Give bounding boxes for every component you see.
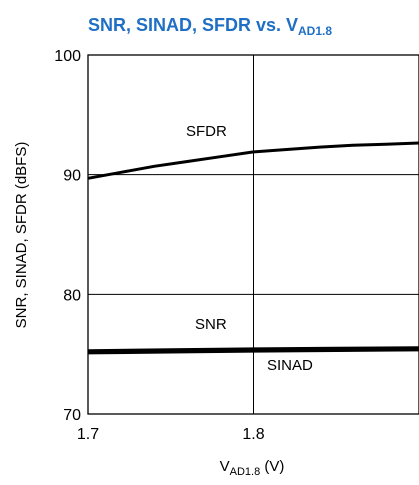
series-label-snr: SNR — [195, 316, 227, 333]
x-tick-labels: 1.7 1.8 — [77, 426, 265, 443]
grid-lines — [88, 55, 419, 414]
x-axis-label: VAD1.8 (V) — [220, 458, 285, 478]
x-axis-label-subscript: AD1.8 — [230, 466, 261, 478]
x-tick-label: 1.7 — [77, 426, 99, 443]
x-axis-label-main: V — [220, 458, 230, 475]
series-line-sfdr — [87, 141, 419, 180]
y-axis-label: SNR, SINAD, SFDR (dBFS) — [13, 142, 30, 329]
series-label-sinad: SINAD — [267, 357, 313, 374]
y-tick-label: 90 — [63, 168, 81, 185]
y-tick-label: 80 — [63, 287, 81, 304]
y-tick-label: 70 — [63, 407, 81, 424]
chart-title: SNR, SINAD, SFDR vs. VAD1.8 — [88, 15, 332, 38]
y-tick-label: 100 — [54, 48, 81, 65]
series-lines — [87, 141, 419, 355]
x-axis-label-unit: (V) — [260, 458, 284, 475]
y-tick-labels: 70 80 90 100 — [54, 48, 81, 424]
chart-title-main: SNR, SINAD, SFDR vs. V — [88, 15, 298, 35]
chart-title-subscript: AD1.8 — [298, 24, 332, 38]
x-tick-label: 1.8 — [242, 426, 264, 443]
series-label-sfdr: SFDR — [186, 123, 227, 140]
series-line-sinad — [87, 347, 419, 355]
